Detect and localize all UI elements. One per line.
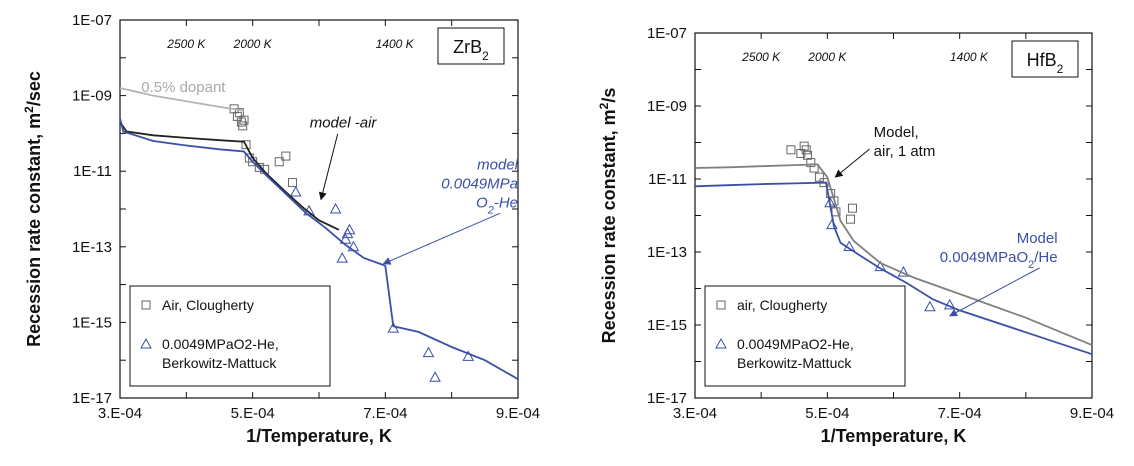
x-tick-label: 9.E-04 (1070, 405, 1114, 422)
data-point-triangle (343, 223, 356, 235)
legend-marker-triangle (140, 337, 152, 349)
annotation-text: model -air (310, 115, 378, 132)
x-tick-label: 7.E-04 (363, 405, 407, 422)
data-point-square (806, 158, 816, 168)
y-tick-label: 1E-09 (72, 88, 112, 105)
x-tick-label: 7.E-04 (938, 405, 982, 422)
annotation-arrow (834, 148, 870, 178)
annotation-arrow (949, 267, 1040, 317)
y-tick-label: 1E-09 (647, 98, 687, 115)
x-tick-label: 3.E-04 (98, 405, 142, 422)
data-point-square (241, 140, 251, 150)
x-tick-label: 3.E-04 (673, 405, 717, 422)
data-point-square (845, 214, 855, 224)
data-point-square (847, 203, 857, 213)
material-box (1011, 40, 1079, 78)
y-tick-label: 1E-15 (72, 314, 112, 331)
data-point-square (239, 115, 249, 125)
y-axis-label: Recession rate constant, m2/s (597, 88, 619, 344)
y-tick-label: 1E-11 (73, 163, 112, 180)
annotation-arrow (382, 212, 501, 265)
data-point-triangle (462, 350, 475, 361)
chart-panel-1: 1E-07 1E-09 1E-11 1E-13 1E-15 1E-173.E-04 5.E-… (22, 12, 540, 446)
model-line-4 (694, 181, 1093, 356)
annotation-text: 0.0049MPaO2/He (940, 249, 1058, 271)
legend-label: Berkowitz-Mattuck (162, 355, 277, 371)
y-tick-label: 1E-17 (72, 390, 112, 407)
annotation-text: air, 1 atm (874, 143, 936, 160)
model-line-3 (694, 163, 1093, 346)
legend-label: air, Clougherty (737, 297, 827, 313)
annotation-arrow (318, 133, 339, 201)
model-line-5 (119, 118, 519, 380)
annotation-text: O2-He (476, 194, 518, 216)
material-label: ZrB2 (453, 37, 489, 63)
data-point-triangle (924, 300, 936, 312)
temperature-label: 1400 K (376, 37, 415, 51)
model-line-3 (119, 87, 245, 112)
legend-label: 0.0049MPaO2-He, (162, 336, 279, 352)
data-point-square (801, 145, 811, 155)
legend-box (129, 285, 331, 387)
x-axis-label: 1/Temperature, K (821, 426, 967, 446)
annotation-text: model (477, 156, 519, 173)
y-tick-label: 1E-07 (647, 25, 687, 42)
data-point-square (287, 178, 297, 188)
y-tick-label: 1E-15 (647, 317, 687, 334)
data-point-square (238, 121, 248, 131)
y-tick-label: 1E-07 (72, 12, 112, 29)
data-point-triangle (336, 252, 349, 263)
annotation-text: 0.5% dopant (141, 79, 226, 96)
model-line-4 (119, 121, 340, 231)
legend-label: Berkowitz-Mattuck (737, 355, 852, 371)
legend-marker-square (716, 300, 726, 310)
data-point-square (814, 172, 824, 182)
chart-panel-2: 1E-07 1E-09 1E-11 1E-13 1E-15 1E-173.E-04 5.E-… (597, 25, 1114, 446)
data-point-square (254, 162, 264, 172)
temperature-label: 2500 K (166, 37, 206, 51)
data-point-triangle (339, 233, 352, 244)
y-tick-label: 1E-13 (72, 239, 112, 256)
data-point-triangle (289, 185, 302, 197)
temperature-label: 2000 K (233, 37, 273, 51)
data-point-square (786, 145, 796, 155)
x-axis-label: 1/Temperature, K (246, 426, 392, 446)
material-label: HfB2 (1027, 50, 1064, 76)
x-tick-label: 5.E-04 (805, 405, 849, 422)
data-point-square (281, 151, 291, 161)
y-tick-label: 1E-13 (647, 244, 687, 261)
temperature-label: 2500 K (741, 50, 781, 64)
y-axis-label: Recession rate constant, m2/sec (22, 71, 44, 347)
temperature-label: 1400 K (950, 50, 989, 64)
data-point-triangle (422, 346, 435, 358)
data-point-square (802, 150, 812, 160)
x-tick-label: 5.E-04 (231, 405, 275, 422)
legend-marker-square (141, 300, 151, 310)
legend-label: Air, Clougherty (162, 297, 254, 313)
annotation-text: Model, (874, 124, 919, 141)
temperature-label: 2000 K (807, 50, 847, 64)
data-point-square (274, 157, 284, 167)
annotation-text: Model (1017, 230, 1058, 247)
data-point-triangle (429, 371, 441, 382)
legend-box (704, 285, 906, 387)
y-tick-label: 1E-17 (647, 390, 687, 407)
y-tick-label: 1E-11 (648, 171, 687, 188)
x-tick-label: 9.E-04 (496, 405, 540, 422)
material-box (437, 27, 505, 65)
annotation-text: 0.0049MPa (441, 175, 518, 192)
data-point-triangle (826, 218, 838, 230)
legend-marker-triangle (715, 337, 727, 349)
data-point-square (234, 108, 244, 118)
legend-label: 0.0049MPaO2-He, (737, 336, 854, 352)
data-point-triangle (329, 202, 342, 214)
